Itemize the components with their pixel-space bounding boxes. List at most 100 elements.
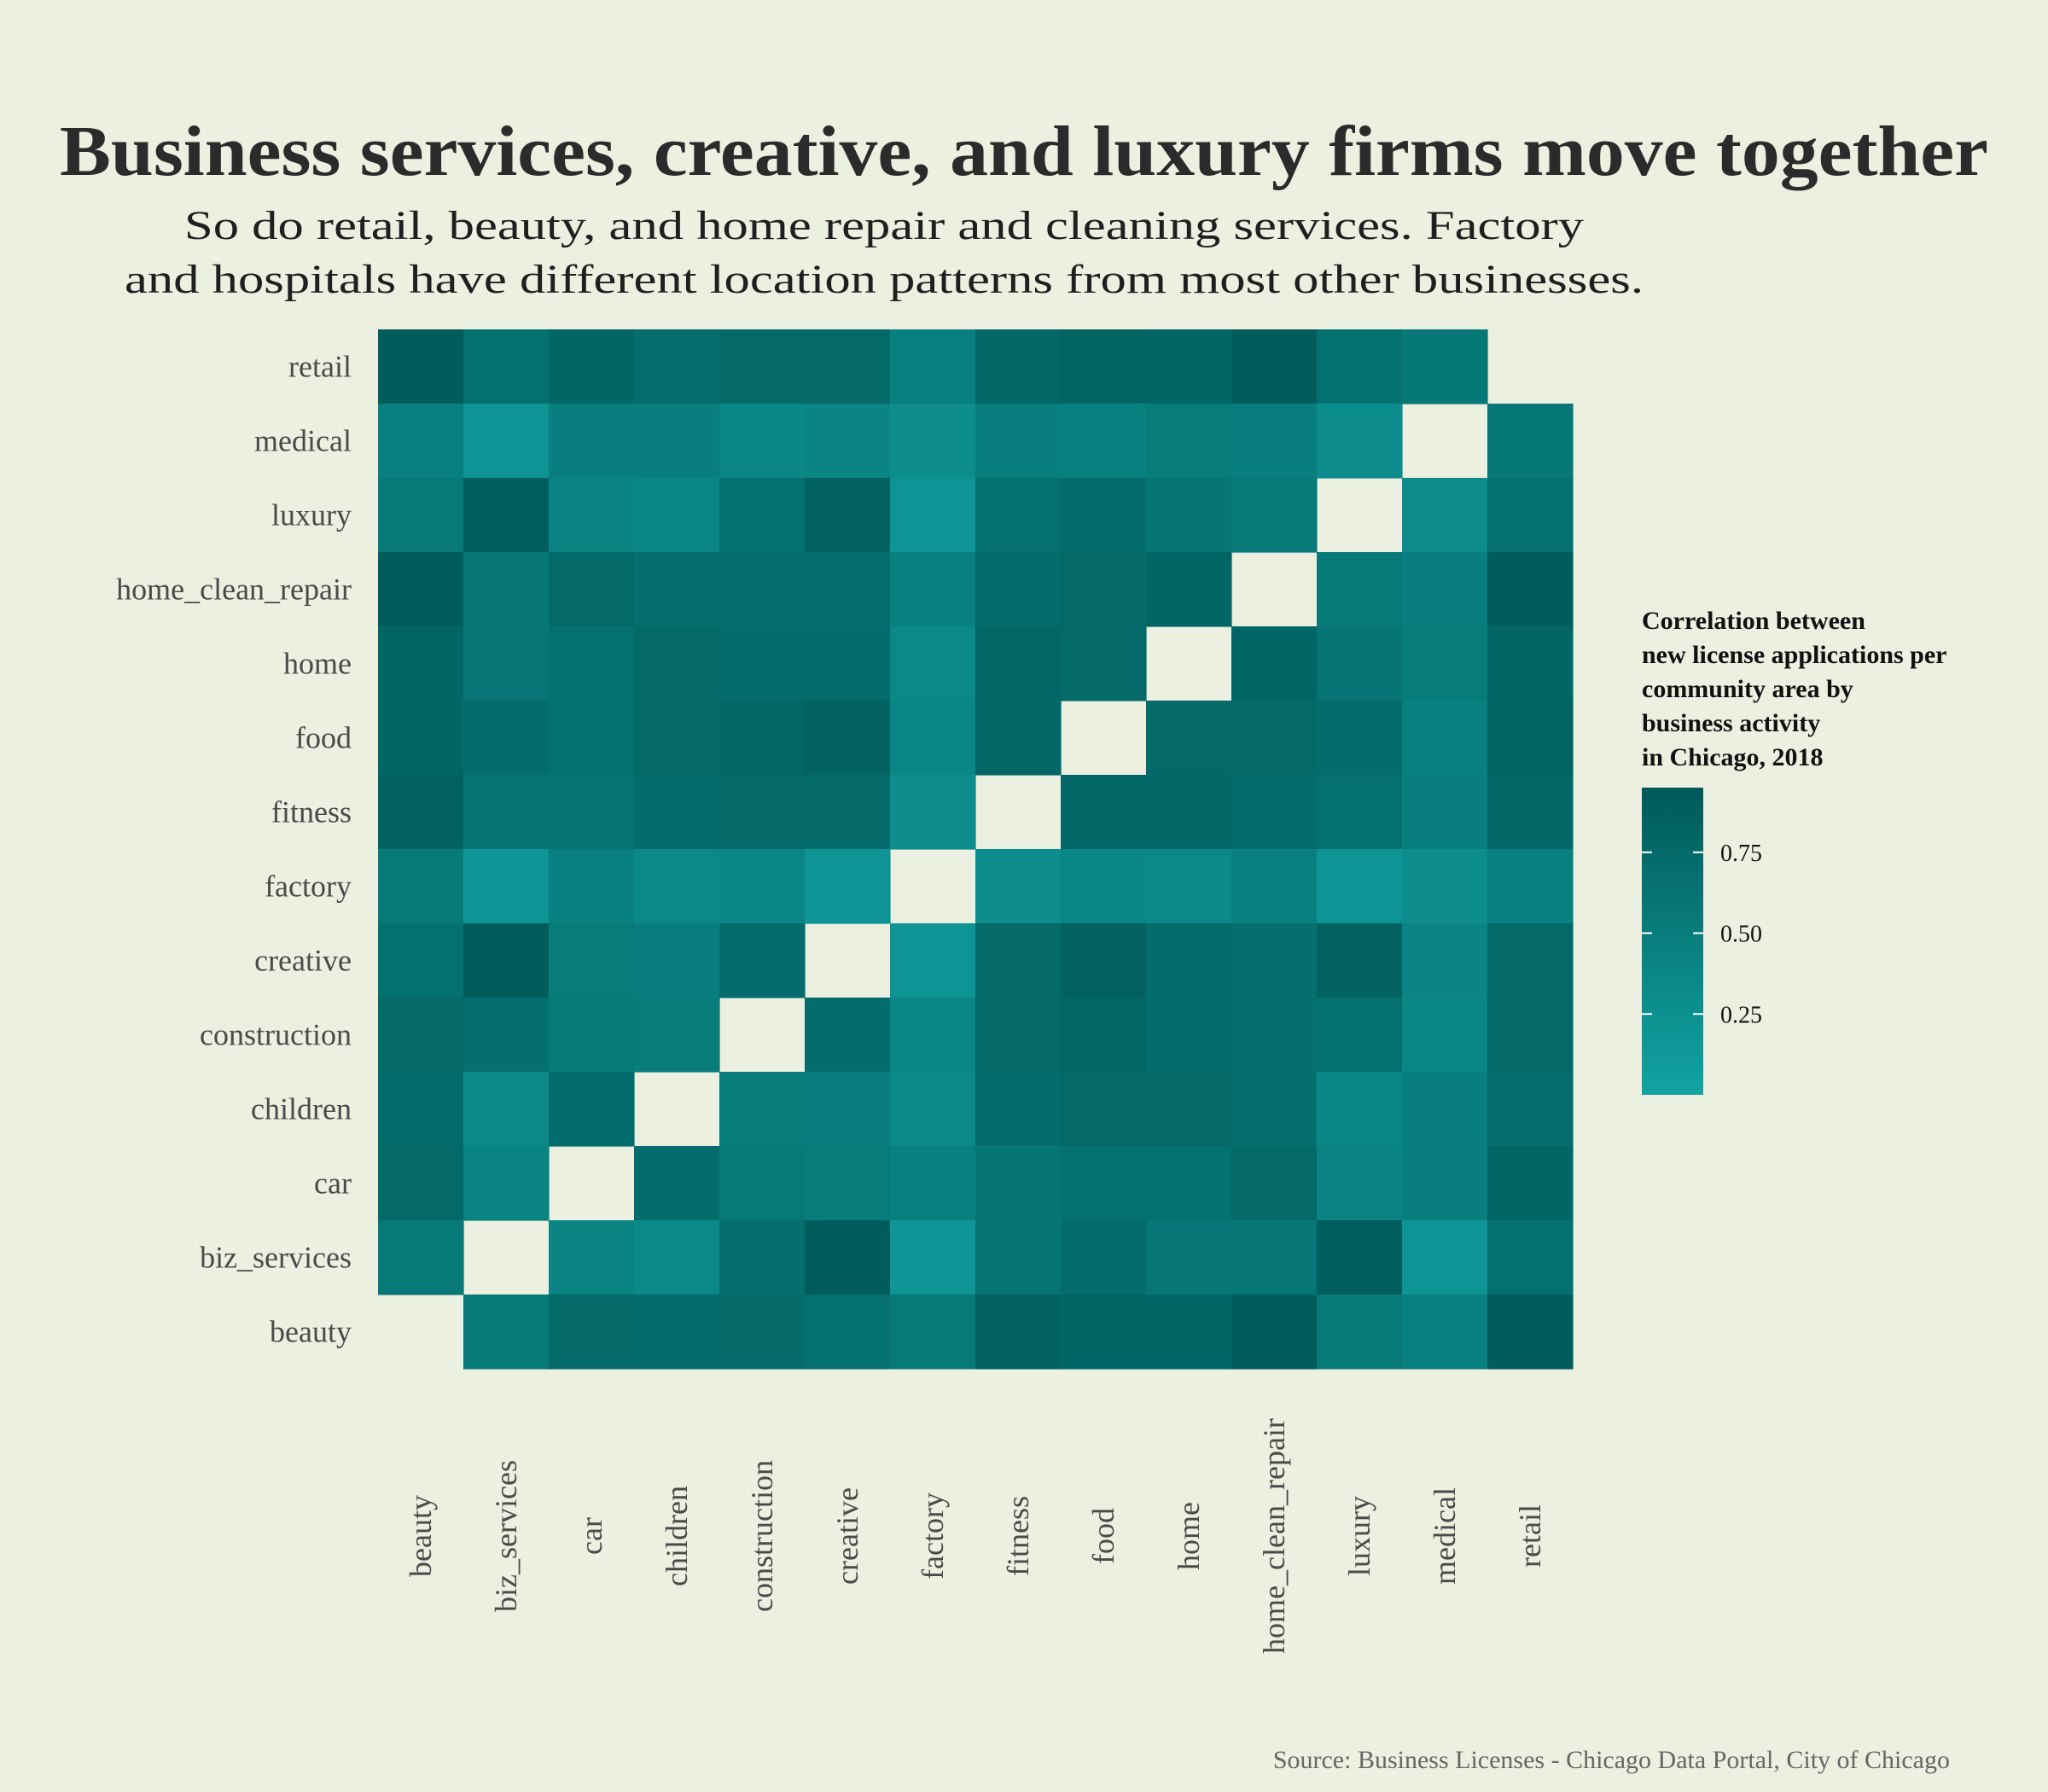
heatmap-cell-construction-luxury	[1317, 998, 1403, 1073]
heatmap-cell-home-food	[1061, 626, 1147, 701]
y-tick-label-children: children	[251, 1092, 352, 1126]
heatmap-cell-retail-luxury	[1317, 329, 1403, 404]
y-tick-label-luxury: luxury	[271, 498, 352, 532]
heatmap-cell-home-medical	[1402, 626, 1488, 701]
legend-tick-label-0.50: 0.50	[1720, 922, 1762, 948]
heatmap-cell-fitness-luxury	[1317, 775, 1403, 850]
heatmap-cell-medical-retail	[1487, 404, 1574, 479]
heatmap-cell-creative-car	[549, 923, 635, 998]
heatmap-cell-beauty-fitness	[975, 1295, 1062, 1370]
x-tick-label-fitness: fitness	[1001, 1496, 1035, 1576]
color-legend: Correlation between new license applicati…	[1642, 607, 1947, 1095]
heatmap-cell-biz_services-construction	[719, 1220, 806, 1295]
heatmap-cell-retail-creative	[805, 329, 891, 404]
heatmap-cell-creative-retail	[1487, 923, 1574, 998]
heatmap-cell-luxury-factory	[890, 478, 976, 553]
x-tick-label-biz_services: biz_services	[489, 1460, 523, 1612]
heatmap-cell-fitness-medical	[1402, 775, 1488, 850]
heatmap-cell-home-factory	[890, 626, 976, 701]
heatmap-cell-home_clean_repair-medical	[1402, 552, 1488, 627]
source-caption: Source: Business Licenses - Chicago Data…	[1273, 1746, 1950, 1774]
heatmap-cell-construction-home_clean_repair	[1231, 998, 1318, 1073]
legend-colorbar	[1642, 788, 1703, 1095]
heatmap-cell-home-retail	[1487, 626, 1574, 701]
heatmap-cell-biz_services-home	[1146, 1220, 1232, 1295]
heatmap-cell-retail-home_clean_repair	[1231, 329, 1318, 404]
heatmap-cell-home-luxury	[1317, 626, 1403, 701]
heatmap-cell-biz_services-medical	[1402, 1220, 1488, 1295]
heatmap-cell-creative-construction	[719, 923, 806, 998]
heatmap-cell-creative-home_clean_repair	[1231, 923, 1318, 998]
heatmap-cell-luxury-fitness	[975, 478, 1062, 553]
heatmap-cell-luxury-biz_services	[463, 478, 550, 553]
heatmap-cell-home-beauty	[378, 626, 464, 701]
y-tick-label-factory: factory	[265, 870, 352, 904]
heatmap-cell-construction-factory	[890, 998, 976, 1073]
heatmap-cell-creative-home	[1146, 923, 1232, 998]
heatmap-cell-food-factory	[890, 701, 976, 776]
heatmap-cell-food-children	[634, 701, 720, 776]
x-tick-label-factory: factory	[916, 1492, 950, 1580]
y-tick-label-food: food	[295, 721, 352, 755]
heatmap-cell-creative-luxury	[1317, 923, 1403, 998]
heatmap-cell-home-biz_services	[463, 626, 550, 701]
heatmap-cell-biz_services-factory	[890, 1220, 976, 1295]
heatmap-cell-retail-children	[634, 329, 720, 404]
heatmap-cell-fitness-car	[549, 775, 635, 850]
heatmap-cell-food-luxury	[1317, 701, 1403, 776]
heatmap-cell-medical-construction	[719, 404, 806, 479]
heatmap-cell-car-children	[634, 1146, 720, 1221]
heatmap-cell-food-retail	[1487, 701, 1574, 776]
heatmap-cell-food-home_clean_repair	[1231, 701, 1318, 776]
heatmap-cell-medical-home_clean_repair	[1231, 404, 1318, 479]
heatmap-cell-biz_services-fitness	[975, 1220, 1062, 1295]
heatmap-cell-fitness-construction	[719, 775, 806, 850]
heatmap-cell-children-home_clean_repair	[1231, 1072, 1318, 1147]
heatmap-cell-car-factory	[890, 1146, 976, 1221]
heatmap-cell-medical-fitness	[975, 404, 1062, 479]
heatmap-cell-medical-creative	[805, 404, 891, 479]
heatmap-cell-car-construction	[719, 1146, 806, 1221]
heatmap-cell-food-fitness	[975, 701, 1062, 776]
heatmap-cell-home-fitness	[975, 626, 1062, 701]
heatmap-cell-construction-food	[1061, 998, 1147, 1073]
heatmap-cell-fitness-home_clean_repair	[1231, 775, 1318, 850]
heatmap-cell-beauty-children	[634, 1295, 720, 1370]
heatmap-cell-luxury-home_clean_repair	[1231, 478, 1318, 553]
heatmap-cell-children-home	[1146, 1072, 1232, 1147]
y-tick-label-fitness: fitness	[271, 795, 352, 829]
legend-ticks: 0.25 0.50 0.75	[1642, 841, 1762, 1028]
x-tick-label-car: car	[574, 1517, 608, 1555]
heatmap-cell-construction-creative	[805, 998, 891, 1073]
heatmap-cell-creative-medical	[1402, 923, 1488, 998]
heatmap-cell-beauty-factory	[890, 1295, 976, 1370]
heatmap-cell-biz_services-luxury	[1317, 1220, 1403, 1295]
legend-title: Correlation between new license applicati…	[1642, 607, 1947, 771]
heatmap-cell-retail-factory	[890, 329, 976, 404]
heatmap-cell-food-creative	[805, 701, 891, 776]
heatmap-cell-home_clean_repair-beauty	[378, 552, 464, 627]
heatmap-cell-medical-biz_services	[463, 404, 550, 479]
heatmap-cell-factory-home	[1146, 849, 1232, 924]
heatmap-cell-beauty-home	[1146, 1295, 1232, 1370]
heatmap-cell-luxury-retail	[1487, 478, 1574, 553]
heatmap-cell-biz_services-beauty	[378, 1220, 464, 1295]
heatmap-cell-factory-home_clean_repair	[1231, 849, 1318, 924]
y-tick-label-creative: creative	[254, 944, 352, 978]
y-tick-label-home_clean_repair: home_clean_repair	[116, 573, 352, 607]
heatmap-cell-beauty-medical	[1402, 1295, 1488, 1370]
y-tick-label-construction: construction	[200, 1018, 352, 1052]
heatmap-cell-home_clean_repair-factory	[890, 552, 976, 627]
heatmap-cell-factory-luxury	[1317, 849, 1403, 924]
heatmap-cell-biz_services-car	[549, 1220, 635, 1295]
x-tick-label-home: home	[1172, 1502, 1206, 1570]
heatmap-cell-children-food	[1061, 1072, 1147, 1147]
heatmap-cell-medical-children	[634, 404, 720, 479]
heatmap-cell-creative-factory	[890, 923, 976, 998]
heatmap-cell-biz_services-food	[1061, 1220, 1147, 1295]
heatmap-cell-beauty-creative	[805, 1295, 891, 1370]
heatmap-cell-factory-retail	[1487, 849, 1574, 924]
heatmap-cell-medical-beauty	[378, 404, 464, 479]
chart-title: Business services, creative, and luxury …	[60, 112, 1988, 191]
heatmap-cell-beauty-construction	[719, 1295, 806, 1370]
